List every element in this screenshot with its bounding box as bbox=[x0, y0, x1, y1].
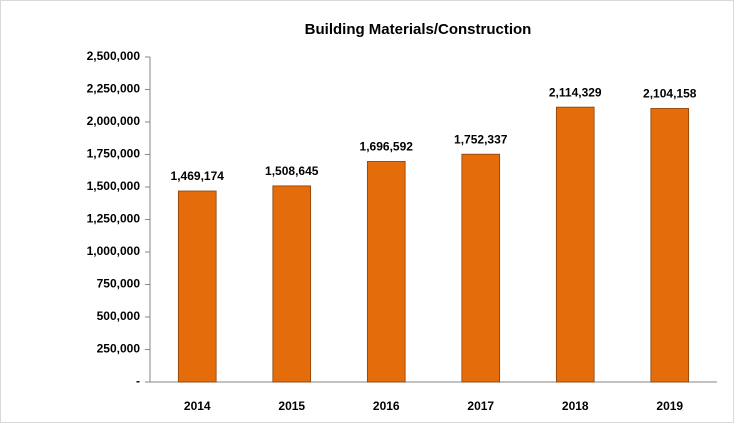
bar bbox=[177, 190, 217, 383]
x-tick-label: 2015 bbox=[278, 399, 305, 413]
data-label: 2,114,329 bbox=[549, 85, 602, 99]
bar bbox=[555, 106, 595, 383]
data-label: 1,508,645 bbox=[265, 164, 319, 178]
x-tick-label: 2016 bbox=[373, 399, 400, 413]
data-label: 1,469,174 bbox=[171, 169, 225, 183]
y-tick-label: 250,000 bbox=[97, 342, 141, 356]
bar bbox=[650, 108, 690, 383]
data-label: 1,696,592 bbox=[360, 140, 414, 154]
y-tick-label: 1,750,000 bbox=[87, 147, 141, 161]
y-tick-label: 2,250,000 bbox=[87, 82, 141, 96]
x-tick-label: 2014 bbox=[184, 399, 211, 413]
data-label: 2,104,158 bbox=[643, 87, 697, 101]
y-tick-label: 750,000 bbox=[97, 277, 141, 291]
bar bbox=[366, 161, 406, 383]
y-tick-label: 1,000,000 bbox=[87, 244, 141, 258]
chart-title: Building Materials/Construction bbox=[305, 21, 532, 38]
y-tick-label: 2,000,000 bbox=[87, 114, 141, 128]
data-label: 1,752,337 bbox=[454, 132, 508, 146]
y-tick-label: 1,500,000 bbox=[87, 179, 141, 193]
x-tick-label: 2019 bbox=[656, 399, 683, 413]
x-tick-label: 2017 bbox=[467, 399, 494, 413]
bar bbox=[461, 153, 501, 383]
y-tick-label: 500,000 bbox=[97, 309, 141, 323]
y-tick-label: 1,250,000 bbox=[87, 212, 141, 226]
x-tick-label: 2018 bbox=[562, 399, 589, 413]
y-tick-label: 2,500,000 bbox=[87, 49, 141, 63]
bar bbox=[272, 185, 312, 383]
y-tick-label: - bbox=[136, 374, 140, 388]
